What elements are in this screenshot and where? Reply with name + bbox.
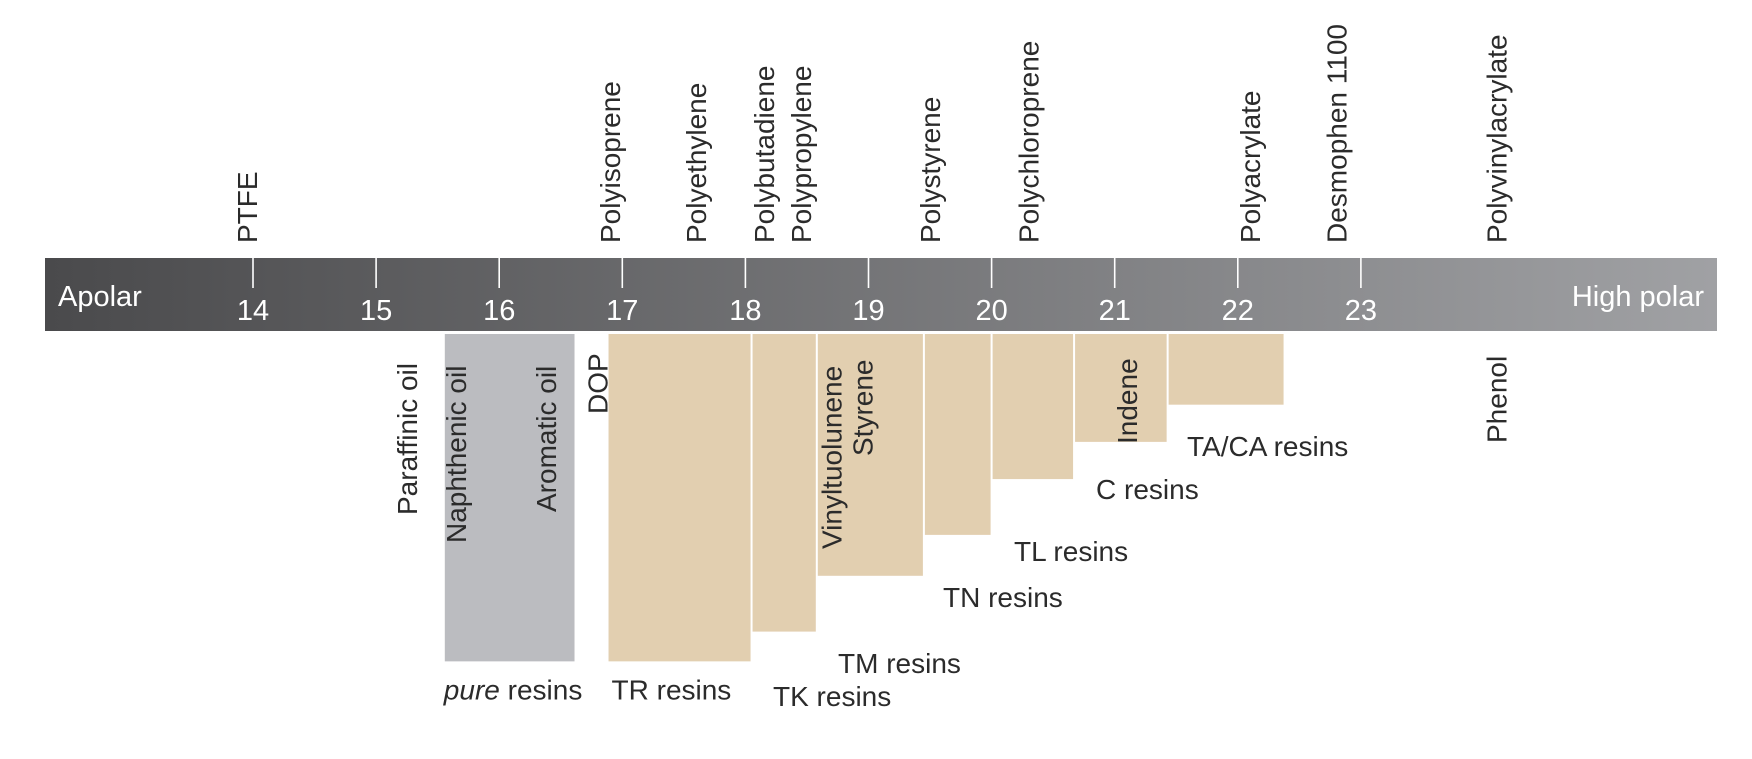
resin-region-pure <box>444 334 575 662</box>
tick-label: 20 <box>975 295 1007 327</box>
resin-region-tl <box>992 334 1074 480</box>
tick-label: 18 <box>729 295 761 327</box>
tick-label: 19 <box>852 295 884 327</box>
tick-label: 15 <box>360 295 392 327</box>
resin-region-tk <box>752 334 816 632</box>
polymer-label: Polybutadiene <box>749 66 780 243</box>
tick-label: 21 <box>1099 295 1131 327</box>
polymer-label: Polyacrylate <box>1235 90 1266 243</box>
polymer-labels: PTFE Polyisoprene Polyethylene Polybutadien… <box>232 24 1512 243</box>
resin-region-tr <box>608 334 751 662</box>
polymer-label: Polychloroprene <box>1014 41 1045 243</box>
solvent-labels: Paraffinic oil Naphthenic oil Aromatic oil… <box>392 353 1512 549</box>
tick-label: 16 <box>483 295 515 327</box>
resin-label-italic: pure <box>443 674 500 705</box>
polymer-label: Polypropylene <box>786 66 817 243</box>
polymer-label: Polystyrene <box>915 97 946 243</box>
resin-label-tk: TK resins <box>773 681 891 712</box>
resin-label-taca: TA/CA resins <box>1187 431 1348 462</box>
solvent-label: Phenol <box>1481 356 1512 443</box>
resin-region-taca <box>1168 334 1284 405</box>
polarity-scale-bar <box>45 258 1717 331</box>
tick-label: 14 <box>237 295 269 327</box>
resin-label-tn: TN resins <box>943 582 1063 613</box>
resin-regions <box>444 334 1284 662</box>
resin-region-tm <box>817 334 923 576</box>
apolar-label: Apolar <box>58 281 142 313</box>
polymer-label: Polyvinylacrylate <box>1481 34 1512 243</box>
solvent-label: Aromatic oil <box>531 366 562 512</box>
polymer-label: Polyethylene <box>681 83 712 243</box>
tick-label: 23 <box>1345 295 1377 327</box>
solvent-label: Styrene <box>847 360 878 457</box>
solvent-label: Indene <box>1112 358 1143 444</box>
polymer-label: PTFE <box>232 171 263 243</box>
tick-label: 22 <box>1222 295 1254 327</box>
solvent-label: Paraffinic oil <box>392 363 423 515</box>
high-polar-label: High polar <box>1572 281 1705 313</box>
resin-label-tl: TL resins <box>1014 536 1128 567</box>
tick-label: 17 <box>606 295 638 327</box>
solvent-label: DOP <box>583 353 614 414</box>
solvent-label: Naphthenic oil <box>441 366 472 543</box>
solvent-label: Vinyltuolunene <box>817 366 848 549</box>
polymer-label: Desmophen 1100 <box>1321 24 1352 243</box>
resin-label-tm: TM resins <box>838 648 961 679</box>
resin-region-c <box>1075 334 1167 442</box>
resin-label-pure: pure resins <box>443 674 583 705</box>
resin-label-c: C resins <box>1096 474 1199 505</box>
resin-label-text: resins <box>500 674 582 705</box>
resin-label-tr: TR resins <box>612 674 732 705</box>
polymer-label: Polyisoprene <box>595 81 626 243</box>
scale-ticks: 14 15 16 17 18 19 20 21 22 23 <box>237 258 1377 327</box>
resin-region-tn <box>924 334 991 535</box>
